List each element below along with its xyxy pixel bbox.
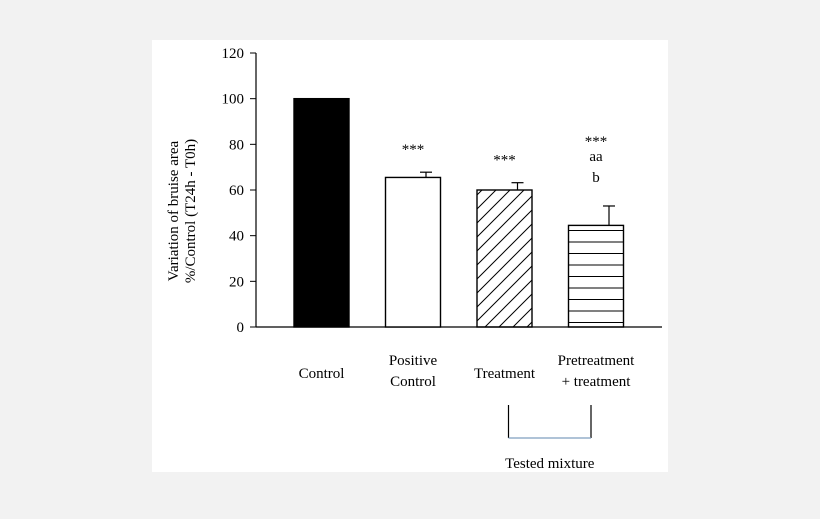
bar	[384, 176, 442, 328]
y-tick-label: 100	[222, 92, 245, 108]
significance-label: ***	[493, 153, 516, 169]
y-tick-label: 60	[229, 183, 244, 199]
y-tick-label: 0	[237, 320, 245, 336]
y-axis-title-line: %/Control (T24h - T0h)	[183, 139, 199, 283]
y-axis: 0 20 40 60 80 100 120	[222, 46, 662, 336]
tested-mixture-bracket: Tested mixture	[505, 405, 595, 472]
x-axis-labels: Control Positive Control Treatment Pretreatm…	[299, 353, 636, 390]
category-label: Treatment	[474, 366, 536, 382]
group-label: Tested mixture	[505, 456, 595, 472]
y-tick-label: 80	[229, 137, 244, 153]
category-label: Positive	[389, 353, 438, 369]
significance-label: aa	[589, 149, 603, 165]
y-axis-title: Variation of bruise area %/Control (T24h …	[166, 139, 199, 283]
y-tick-label: 20	[229, 274, 244, 290]
y-tick-label: 120	[222, 46, 245, 62]
significance-label: b	[592, 170, 600, 186]
bars: *********aab	[293, 97, 625, 328]
significance-label: ***	[585, 134, 608, 150]
significance-label: ***	[402, 142, 425, 158]
category-label: + treatment	[562, 374, 632, 390]
bar	[293, 97, 350, 328]
category-label: Control	[390, 374, 436, 390]
y-axis-title-line: Variation of bruise area	[166, 140, 182, 281]
bar	[567, 224, 625, 328]
y-tick-label: 40	[229, 229, 244, 245]
category-label: Pretreatment	[558, 353, 635, 369]
bar	[476, 189, 533, 328]
category-label: Control	[299, 366, 345, 382]
